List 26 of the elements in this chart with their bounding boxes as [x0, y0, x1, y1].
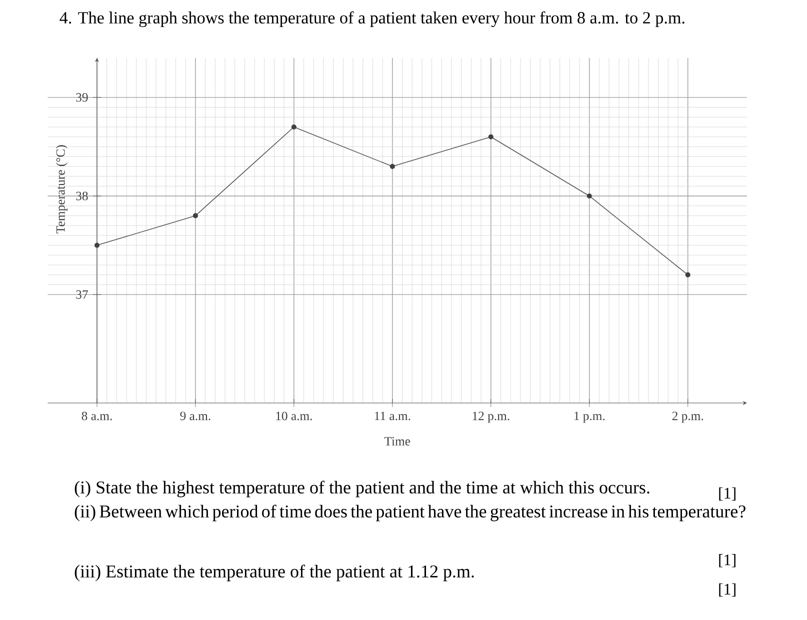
x-tick-label: 1 p.m. [574, 412, 605, 423]
x-tick-label: 12 p.m. [472, 412, 510, 423]
x-tick-label: 8 a.m. [82, 412, 112, 420]
point [94, 242, 100, 248]
y-tick-label: 37 [76, 290, 88, 299]
x-axis-title: Time [384, 437, 410, 446]
text: (iii) Estimate the temperature of the patient at 1.12 p.m. [74, 564, 474, 582]
point [685, 272, 690, 278]
point [291, 124, 296, 130]
x-tick-label: 10 a.m. [276, 412, 312, 420]
text: (ii) Between which period of time does the patient have the greatest increase in his temperature? [74, 504, 746, 522]
point [488, 134, 494, 140]
point [390, 164, 395, 169]
text: [1] [719, 554, 736, 568]
chart-title: 4. The line graph shows the temperature of a patient taken every hour from 8 a.m. to 2 p.m. [60, 11, 684, 28]
text: [1] [719, 487, 736, 501]
point [586, 193, 592, 199]
text: (i) State the highest temperature of the patient and the time at which this occurs. [74, 480, 650, 498]
x-tick-label: 2 p.m. [672, 412, 704, 423]
y-axis-title: Temperature (°C) [56, 145, 68, 234]
point [192, 213, 198, 218]
y-tick-label: 39 [76, 93, 88, 102]
x-tick-label: 11 a.m. [374, 412, 410, 420]
y-tick-label: 38 [76, 192, 88, 200]
text: [1] [719, 583, 736, 597]
x-tick-label: 9 a.m. [180, 412, 210, 420]
